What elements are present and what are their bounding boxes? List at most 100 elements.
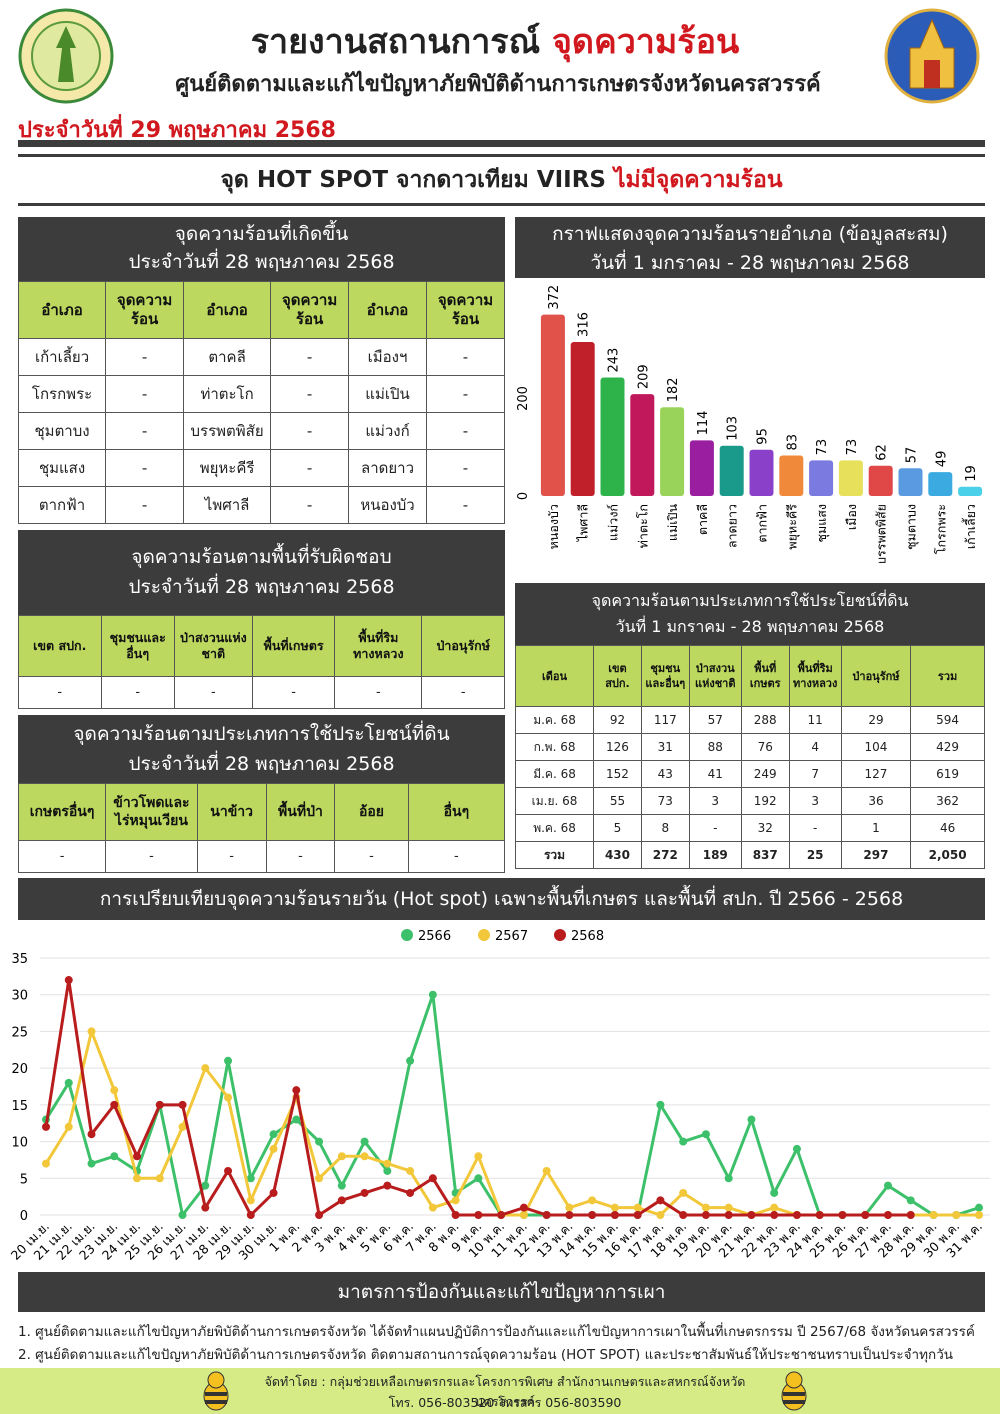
point — [519, 1211, 528, 1219]
table-cell: - — [105, 412, 185, 450]
point — [315, 1174, 324, 1183]
column-header: จุดความร้อน — [270, 281, 350, 339]
bar — [868, 465, 893, 496]
column-header: ข้าวโพดและไร่หมุนเวียน — [105, 783, 198, 841]
table-title: จุดความร้อนที่เกิดขึ้น — [174, 223, 349, 245]
table-row: ------ — [17, 840, 506, 873]
table-cell: พยุหะคีรี — [183, 449, 272, 487]
point — [724, 1211, 733, 1219]
table-title: จุดความร้อนตามประเภทการใช้ประโยชน์ที่ดิน — [591, 591, 909, 610]
point — [656, 1211, 665, 1219]
table-row: ------ — [18, 676, 505, 709]
point — [701, 1203, 710, 1212]
table-cell: - — [788, 814, 842, 842]
point — [747, 1115, 756, 1124]
table-cell: ท่าตะโก — [183, 375, 272, 413]
table-row: ม.ค. 68 92 117 57 288 11 29 594 — [514, 706, 985, 734]
table-row: มี.ค. 68 152 43 41 249 7 127 619 — [514, 760, 985, 788]
table-header: จุดความร้อนตามพื้นที่รับผิดชอบ ประจำวันที… — [18, 530, 505, 615]
measure-item: 2. ศูนย์ติดตามและแก้ไขปัญหาภัยพิบัติด้าน… — [18, 1347, 954, 1363]
point — [178, 1211, 187, 1219]
x-tick-label: ตากฟ้า — [755, 504, 770, 543]
hotspot-banner: จุด HOT SPOT จากดาวเทียม VIIRS ไม่มีจุดค… — [18, 154, 985, 206]
point — [360, 1152, 369, 1161]
y-tick-label: 15 — [11, 1099, 28, 1114]
table-cell: - — [18, 676, 102, 709]
table-cell: 127 — [840, 760, 912, 788]
column-header: อ้อย — [334, 783, 409, 841]
table-cell: - — [426, 375, 505, 413]
point — [269, 1130, 278, 1139]
table-cell: เม.ย. 68 — [514, 787, 595, 815]
bee-icon — [203, 1371, 229, 1411]
point — [792, 1211, 801, 1219]
legend-label: 2568 — [571, 929, 604, 944]
bar — [570, 341, 595, 496]
point — [315, 1211, 324, 1219]
table-cell: - — [426, 449, 505, 487]
title-prefix: รายงานสถานการณ์ — [250, 22, 541, 62]
data-table: อำเภอ จุดความร้อน อำเภอ จุดความร้อน อำเภอ จุด… — [17, 281, 505, 524]
legend-label: 2566 — [418, 929, 451, 944]
table-cell: 1 — [840, 814, 912, 842]
table-cell: 362 — [910, 787, 985, 815]
point — [883, 1211, 892, 1219]
district-table-box: จุดความร้อนที่เกิดขึ้นประจำวันที่ 28 พฤษ… — [17, 217, 505, 524]
table-cell: - — [270, 412, 350, 450]
x-tick-label: ชุมแสง — [814, 504, 830, 543]
table-cell: 92 — [593, 706, 642, 734]
table-cell: ม.ค. 68 — [514, 706, 595, 734]
point — [337, 1152, 346, 1161]
point — [474, 1211, 483, 1219]
table-cell: ตาคลี — [183, 338, 272, 376]
table-cell: 76 — [740, 733, 790, 761]
table-cell: แม่เปิน — [348, 375, 427, 413]
line-chart-header: การเปรียบเทียบจุดความร้อนรายวัน (Hot spo… — [18, 878, 985, 920]
point — [724, 1203, 733, 1212]
table-cell: บรรพตพิสัย — [183, 412, 272, 450]
table-cell: - — [105, 486, 185, 524]
table-cell: 3 — [788, 787, 842, 815]
point — [610, 1211, 619, 1219]
point — [110, 1100, 119, 1109]
table-cell: - — [270, 338, 350, 376]
point — [474, 1152, 483, 1161]
point — [975, 1211, 983, 1219]
table-cell: ชุมแสง — [17, 449, 107, 487]
point — [588, 1196, 597, 1205]
bar — [660, 407, 685, 496]
report-date: ประจำวันที่ 29 พฤษภาคม 2568 — [18, 118, 336, 143]
value-label: 95 — [756, 428, 771, 445]
table-cell: 594 — [910, 706, 985, 734]
table-cell: มี.ค. 68 — [514, 760, 595, 788]
data-table: เกษตรอื่นๆ ข้าวโพดและไร่หมุนเวียน นาข้าว พื… — [17, 783, 506, 873]
table-cell: - — [421, 676, 505, 709]
bar — [600, 377, 625, 496]
report-title: รายงานสถานการณ์ จุดความร้อน — [130, 14, 860, 68]
point — [337, 1196, 346, 1205]
table-cell: 32 — [740, 814, 790, 842]
table-cell: 8 — [640, 814, 690, 842]
table-title: ประจำวันที่ 28 พฤษภาคม 2568 — [128, 251, 395, 273]
legend-marker — [554, 929, 566, 941]
point — [406, 1056, 415, 1065]
point — [64, 976, 73, 985]
point — [178, 1122, 187, 1131]
point — [542, 1211, 551, 1219]
table-cell: - — [265, 840, 336, 873]
table-cell: 272 — [640, 841, 690, 869]
table-cell: - — [105, 840, 198, 873]
table-cell: - — [270, 449, 350, 487]
bar — [928, 472, 953, 496]
landuse-table-box: จุดความร้อนตามประเภทการใช้ประโยชน์ที่ดิน… — [17, 715, 506, 873]
point — [679, 1211, 688, 1219]
point — [406, 1166, 415, 1175]
point — [838, 1211, 847, 1219]
column-header: พื้นที่ริมทางหลวง — [788, 645, 842, 707]
column-header: พื้นที่เกษตร — [740, 645, 790, 707]
value-label: 316 — [577, 312, 592, 337]
point — [906, 1196, 915, 1205]
table-title: จุดความร้อนตามประเภทการใช้ประโยชน์ที่ดิน — [73, 723, 450, 745]
column-header: เดือน — [514, 645, 595, 707]
